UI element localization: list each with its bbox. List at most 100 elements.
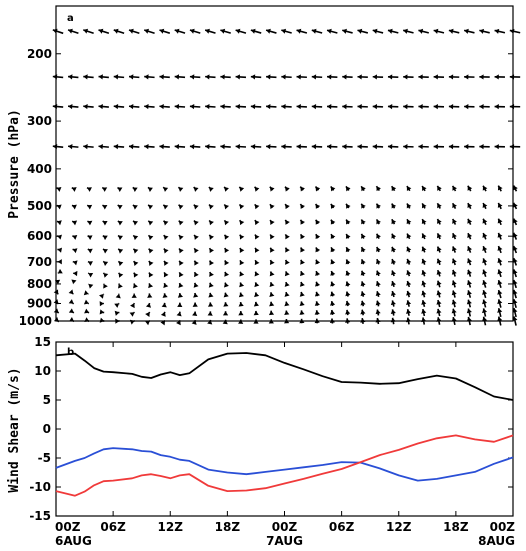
wind-vector <box>159 144 170 150</box>
wind-vector <box>102 283 108 289</box>
wind-vector <box>466 308 472 317</box>
wind-vector <box>235 144 247 150</box>
wind-vector <box>269 247 275 253</box>
wind-vector <box>418 144 429 150</box>
wind-vector <box>497 269 503 278</box>
wind-vector <box>52 144 64 150</box>
wind-vector <box>405 317 412 325</box>
wind-vector <box>360 259 366 265</box>
wind-vector <box>117 220 123 226</box>
wind-vector <box>512 232 518 240</box>
wind-vector <box>451 258 457 266</box>
wind-vector <box>178 220 184 226</box>
wind-vector <box>360 270 366 277</box>
wind-vector <box>147 293 153 298</box>
wind-vector <box>71 204 77 210</box>
wind-vector <box>451 269 457 277</box>
wind-vector <box>223 219 230 226</box>
wind-vector <box>360 246 366 253</box>
wind-vector <box>71 279 77 285</box>
wind-vector <box>360 185 366 192</box>
wind-vector <box>269 271 275 277</box>
wind-vector <box>193 271 199 278</box>
wind-vector <box>253 319 259 324</box>
wind-vector <box>131 293 137 298</box>
wind-vector <box>99 301 105 307</box>
panel-b-series-line-2 <box>55 447 514 482</box>
wind-vector <box>147 234 154 241</box>
wind-vector <box>299 318 305 324</box>
wind-vector <box>98 28 110 35</box>
wind-vector <box>452 232 457 240</box>
wind-vector <box>342 28 353 34</box>
wind-vector <box>147 186 153 192</box>
wind-vector <box>375 203 381 209</box>
wind-vector <box>311 144 323 150</box>
wind-vector <box>284 203 290 210</box>
wind-vector <box>299 310 305 315</box>
wind-vector <box>311 74 323 80</box>
wind-vector <box>117 186 123 192</box>
wind-vector <box>451 316 457 326</box>
wind-vector <box>250 144 262 150</box>
wind-vector <box>87 248 93 254</box>
wind-vector <box>329 309 336 316</box>
wind-vector <box>406 218 412 225</box>
wind-vector <box>512 316 518 326</box>
wind-vector <box>436 269 442 277</box>
panel-b-xtick-label: 00Z <box>272 520 298 534</box>
wind-vector <box>451 185 457 192</box>
wind-vector <box>238 311 244 316</box>
wind-vector <box>250 103 262 110</box>
wind-vector <box>451 246 457 253</box>
wind-vector <box>372 28 384 34</box>
wind-vector <box>467 269 472 277</box>
panel-b-ytick-label: 0 <box>43 422 51 436</box>
panel-b-ytick-label: -15 <box>29 509 51 523</box>
wind-vector <box>250 28 262 34</box>
wind-vector <box>239 219 245 226</box>
panel-a-ytick-label: 1000 <box>19 314 52 328</box>
wind-vector <box>421 280 427 288</box>
wind-vector <box>117 272 124 278</box>
wind-vector <box>113 74 125 80</box>
wind-vector <box>193 282 199 288</box>
wind-vector <box>192 302 198 307</box>
wind-vector <box>254 234 260 240</box>
wind-vector <box>193 204 199 210</box>
wind-vector <box>315 233 321 240</box>
wind-vector <box>360 309 366 316</box>
panel-b-ytick-label: -5 <box>38 451 51 465</box>
wind-vector <box>466 290 472 298</box>
panel-a-ytick-label: 400 <box>27 162 52 176</box>
wind-vector <box>250 74 262 80</box>
wind-vector <box>326 103 338 110</box>
wind-vector <box>390 300 396 307</box>
wind-vector <box>178 260 184 266</box>
wind-vector <box>375 270 381 277</box>
panel-b-date-label: 7AUG <box>266 534 303 548</box>
wind-vector <box>238 301 244 307</box>
wind-vector <box>67 144 79 150</box>
wind-vector <box>448 74 460 80</box>
wind-vector <box>314 186 321 192</box>
wind-vector <box>223 203 230 210</box>
wind-vector <box>266 74 277 80</box>
wind-vector <box>223 234 230 240</box>
wind-vector <box>208 260 214 266</box>
wind-vector <box>174 103 186 110</box>
wind-vector <box>160 311 166 317</box>
wind-vector <box>84 317 90 323</box>
wind-vector <box>421 308 427 317</box>
panel-b-y-ticks: -15 -10 -5 0 5 10 15 <box>29 335 513 523</box>
wind-vector <box>68 299 75 305</box>
wind-vector <box>189 74 201 80</box>
wind-vector <box>192 311 198 317</box>
wind-vector <box>145 311 151 317</box>
wind-vector <box>281 103 292 110</box>
wind-vector <box>208 204 214 210</box>
wind-vector <box>375 185 381 192</box>
wind-vector <box>101 186 108 192</box>
wind-vector <box>448 28 460 34</box>
wind-vector <box>174 74 186 80</box>
